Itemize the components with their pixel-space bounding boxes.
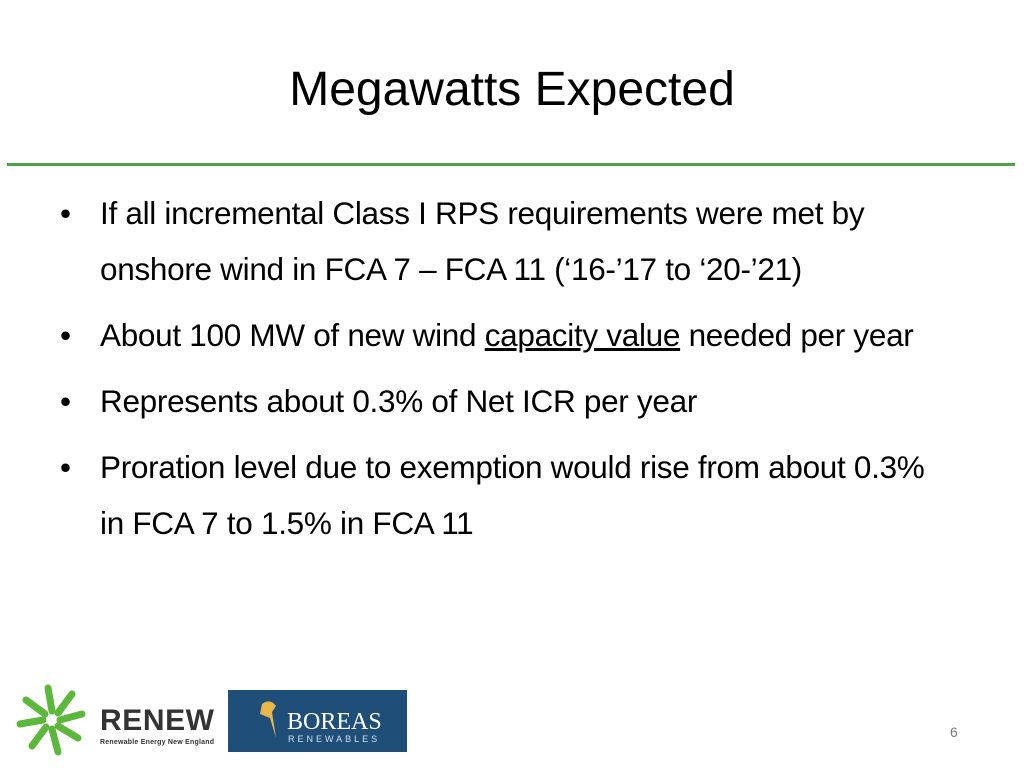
boreas-box <box>228 690 407 752</box>
bullet-text: About 100 MW of new wind <box>100 317 485 353</box>
bullet-list: If all incremental Class I RPS requireme… <box>60 185 940 561</box>
bullet: Proration level due to exemption would r… <box>60 439 940 551</box>
bullet-text: needed per year <box>680 317 914 353</box>
footer-logos: RENEW Renewable Energy New England BOREA… <box>16 684 407 756</box>
bullet: Represents about 0.3% of Net ICR per yea… <box>60 373 940 429</box>
bullet: About 100 MW of new wind capacity value … <box>60 307 940 363</box>
title-rule <box>7 163 1015 166</box>
bullet-text-underlined: capacity value <box>484 317 681 353</box>
bullet-text: Represents about 0.3% of Net ICR per yea… <box>100 383 698 419</box>
boreas-name: BOREAS <box>287 709 382 735</box>
boreas-tagline: RENEWABLES <box>288 734 380 744</box>
page-number: 6 <box>950 724 958 740</box>
bullet-text: If all incremental Class I RPS requireme… <box>100 195 865 287</box>
bullet: If all incremental Class I RPS requireme… <box>60 185 940 297</box>
renew-tagline: Renewable Energy New England <box>100 739 214 746</box>
slide-title: Megawatts Expected <box>289 63 735 116</box>
renew-logo-mark <box>16 684 86 756</box>
bullet-text: Proration level due to exemption would r… <box>100 449 925 541</box>
boreas-bird <box>260 701 276 738</box>
renew-name: RENEW <box>100 704 215 737</box>
